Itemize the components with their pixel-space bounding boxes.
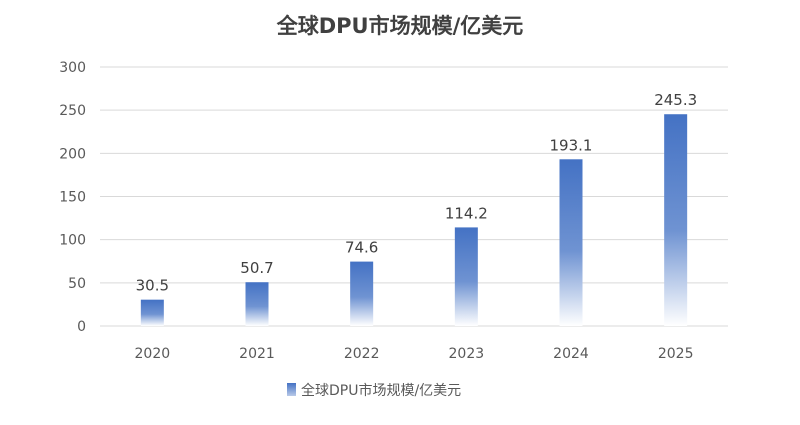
- bar-2024: [559, 159, 583, 326]
- x-tick-label-2024: 2024: [553, 346, 589, 362]
- x-tick-label-2020: 2020: [135, 346, 171, 362]
- x-tick-label-2021: 2021: [239, 346, 275, 362]
- bar-2023: [454, 227, 478, 326]
- legend-swatch: [287, 383, 296, 396]
- x-tick-label-2025: 2025: [658, 346, 694, 362]
- y-tick-label: 50: [68, 276, 86, 292]
- bar-2020: [140, 299, 164, 326]
- y-tick-label: 250: [59, 103, 86, 119]
- bars: [140, 114, 688, 326]
- x-axis-ticks: 2020 2021 2022 2023 2024 2025: [135, 346, 694, 362]
- data-label-2020: 30.5: [136, 277, 169, 295]
- y-tick-label: 100: [59, 233, 86, 249]
- data-label-2025: 245.3: [654, 91, 697, 109]
- data-label-2022: 74.6: [345, 239, 378, 257]
- data-labels: 30.5 50.7 74.6 114.2 193.1 245.3: [136, 91, 698, 294]
- y-tick-label: 0: [77, 319, 86, 335]
- bar-2021: [245, 282, 269, 326]
- y-axis-ticks: 0 50 100 150 200 250 300: [59, 60, 86, 335]
- bar-2025: [664, 114, 688, 326]
- x-tick-label-2023: 2023: [449, 346, 485, 362]
- data-label-2021: 50.7: [240, 259, 273, 277]
- legend: 全球DPU市场规模/亿美元: [287, 382, 461, 399]
- x-tick-label-2022: 2022: [344, 346, 380, 362]
- gridlines: [100, 66, 728, 327]
- bar-2022: [350, 261, 374, 326]
- data-label-2024: 193.1: [550, 136, 593, 154]
- data-label-2023: 114.2: [445, 204, 488, 222]
- legend-label: 全球DPU市场规模/亿美元: [301, 382, 461, 399]
- chart-title: 全球DPU市场规模/亿美元: [276, 14, 524, 38]
- y-tick-label: 200: [59, 146, 86, 162]
- y-tick-label: 150: [59, 190, 86, 206]
- y-tick-label: 300: [59, 60, 86, 76]
